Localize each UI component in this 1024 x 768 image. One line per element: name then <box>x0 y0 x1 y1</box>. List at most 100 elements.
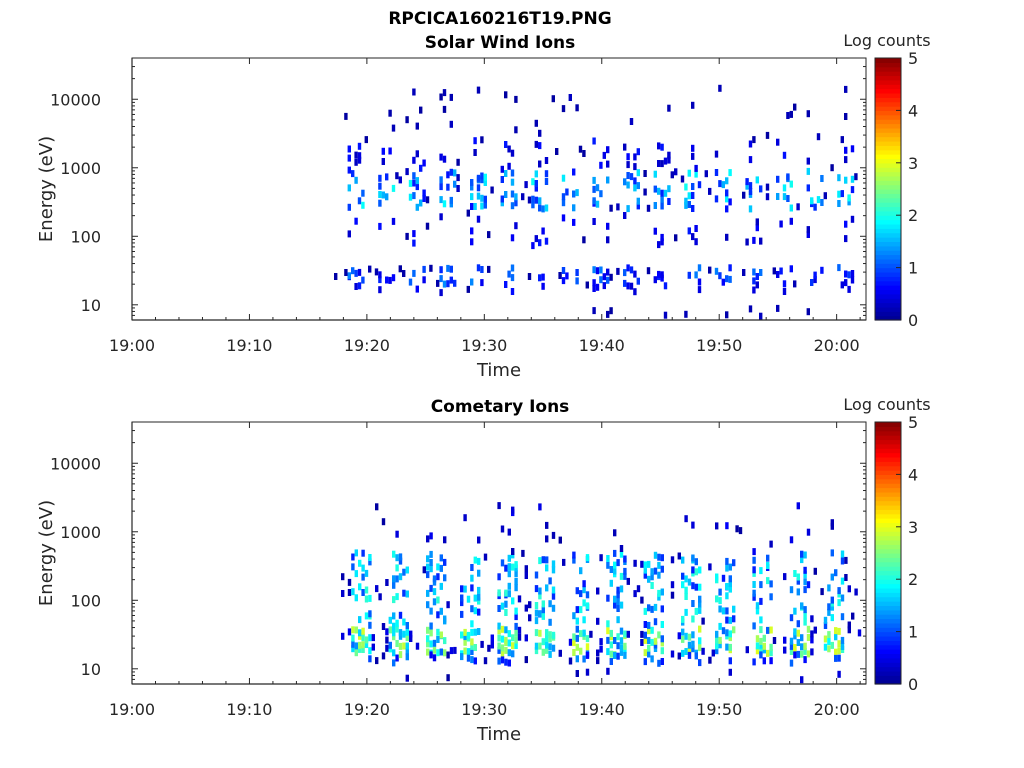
colorbar-segment <box>875 123 901 129</box>
spectrogram-cell <box>578 145 583 153</box>
spectrogram-cell <box>793 644 797 651</box>
spectrogram-cell <box>446 171 450 179</box>
spectrogram-cell <box>623 651 627 659</box>
spectrogram-cell <box>392 581 396 589</box>
spectrogram-cell <box>480 266 484 273</box>
spectrogram-cell <box>715 522 719 530</box>
spectrogram-cell <box>579 630 583 638</box>
spectrogram-cell <box>752 658 756 666</box>
colorbar-segment <box>875 223 901 229</box>
spectrogram-cell <box>619 601 624 609</box>
spectrogram-cell <box>347 272 351 280</box>
spectrogram-cell <box>650 568 654 576</box>
spectrogram-cell <box>796 650 800 658</box>
spectrogram-cell <box>378 593 382 601</box>
spectrogram-cell <box>636 202 640 210</box>
spectrogram-cell <box>357 197 362 205</box>
colorbar-segment <box>875 180 901 186</box>
spectrogram-cell <box>640 596 644 604</box>
spectrogram-cell <box>796 573 800 581</box>
spectrogram-cell <box>728 198 732 206</box>
spectrogram-cell <box>681 615 685 623</box>
spectrogram-cell <box>789 265 793 273</box>
spectrogram-cell <box>626 264 630 272</box>
spectrogram-cell <box>653 202 657 209</box>
spectrogram-cell <box>446 601 450 609</box>
spectrogram-cell <box>755 176 759 184</box>
spectrogram-cell <box>823 616 828 624</box>
spectrogram-cell <box>725 607 729 615</box>
spectrogram-cell <box>714 150 719 158</box>
spectrogram-cell <box>439 564 443 572</box>
colorbar-segment <box>875 435 901 441</box>
spectrogram-cell <box>837 654 841 662</box>
spectrogram-cell <box>575 617 579 625</box>
spectrogram-cell <box>510 169 515 177</box>
colorbar-segment <box>875 210 901 216</box>
colorbar-segment <box>875 618 901 624</box>
colorbar-segment <box>875 66 901 72</box>
spectrogram-cell <box>647 575 651 583</box>
spectrogram-cell <box>415 285 419 293</box>
spectrogram-cell <box>561 214 566 222</box>
spectrogram-cell <box>575 189 579 197</box>
spectrogram-cell <box>439 196 443 204</box>
spectrogram-cell <box>796 639 800 646</box>
spectrogram-cell <box>409 630 413 638</box>
spectrogram-cell <box>633 559 637 567</box>
spectrogram-cell <box>463 628 467 636</box>
spectrogram-cell <box>728 585 732 593</box>
colorbar-segment <box>875 258 901 264</box>
spectrogram-cell <box>776 193 780 200</box>
spectrogram-cell <box>755 635 760 643</box>
spectrogram-cell <box>395 575 399 583</box>
colorbar-segment <box>875 570 901 576</box>
spectrogram-cell <box>507 528 511 536</box>
spectrogram-cell <box>541 600 545 608</box>
colorbar-segment <box>875 267 901 273</box>
colorbar-segment <box>875 448 901 454</box>
spectrogram-cell <box>721 181 725 189</box>
spectrogram-cell <box>534 617 539 625</box>
colorbar-segment <box>875 285 901 291</box>
spectrogram-cell <box>443 615 447 623</box>
spectrogram-cell <box>504 564 508 572</box>
spectrogram-cell <box>718 605 722 613</box>
spectrogram-cell <box>837 200 841 207</box>
colorbar-segment <box>875 154 901 160</box>
spectrogram-cell <box>504 646 508 654</box>
spectrogram-cell <box>429 264 433 272</box>
spectrogram-cell <box>820 199 824 206</box>
spectrogram-cell <box>538 642 542 650</box>
spectrogram-cell <box>765 193 770 201</box>
spectrogram-cell <box>398 632 403 640</box>
spectrogram-cell <box>466 648 471 656</box>
colorbar-tick-label: 2 <box>908 206 918 225</box>
spectrogram-cell <box>694 271 698 279</box>
spectrogram-cell <box>351 170 355 178</box>
spectrogram-cell <box>511 563 515 571</box>
colorbar-segment <box>875 566 901 572</box>
spectrogram-cell <box>548 635 552 643</box>
spectrogram-cell <box>759 597 763 605</box>
spectrogram-cell <box>429 651 433 659</box>
spectrogram-cell <box>395 554 399 562</box>
spectrogram-cell <box>582 599 586 607</box>
spectrogram-cell <box>759 269 763 276</box>
spectrogram-cell <box>388 616 392 624</box>
colorbar-label: Log counts <box>843 31 930 50</box>
spectrogram-cell <box>698 644 702 652</box>
spectrogram-cell <box>473 149 477 156</box>
colorbar-segment <box>875 487 901 493</box>
spectrogram-cell <box>786 112 790 119</box>
colorbar-segment <box>875 518 901 524</box>
spectrogram-cell <box>698 637 702 645</box>
spectrogram-cell <box>827 638 831 645</box>
figure-title: RPCICA160216T19.PNG <box>388 9 611 29</box>
colorbar-segment <box>875 635 901 641</box>
colorbar-segment <box>875 58 901 63</box>
spectrogram-cell <box>392 622 396 630</box>
colorbar-segment <box>875 97 901 103</box>
spectrogram-cell <box>728 634 732 642</box>
spectrogram-cell <box>769 649 773 657</box>
